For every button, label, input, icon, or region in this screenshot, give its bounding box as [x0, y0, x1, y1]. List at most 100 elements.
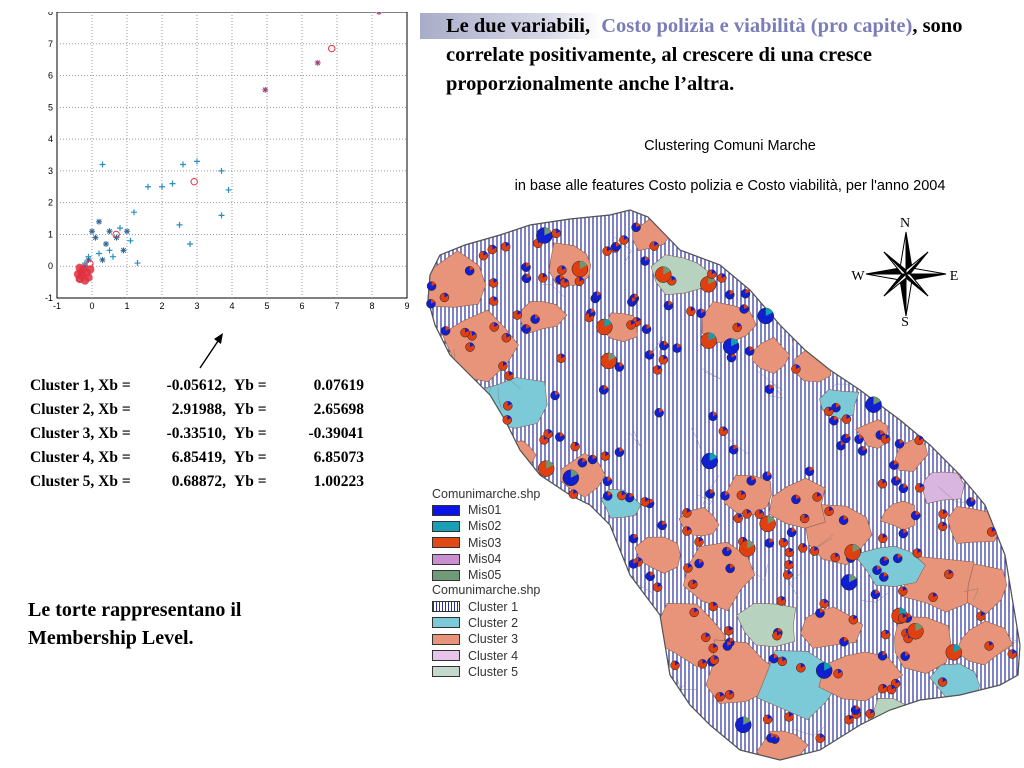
membership-pie: [717, 273, 727, 283]
membership-pie: [682, 526, 692, 536]
membership-pie: [938, 509, 948, 519]
data-point: [76, 274, 84, 283]
data-point: [190, 177, 198, 186]
membership-pie: [502, 415, 513, 425]
legend-swatch: [432, 633, 460, 645]
tick-labels: -1 0 1 2 3 4 5 6 7 8 9 -1 0 1 2 3 4 5 6 7 8: [45, 12, 410, 311]
membership-pie: [700, 332, 717, 349]
legend-label: Cluster 1: [468, 599, 519, 614]
municipal-border: [767, 384, 783, 399]
cluster-xb: -0.05612,: [166, 377, 226, 394]
membership-pie: [815, 662, 833, 679]
cluster-area: [929, 663, 980, 707]
membership-pie: [865, 708, 876, 719]
membership-pie: [746, 476, 756, 486]
cluster-yb: 6.85073: [313, 449, 364, 466]
municipal-border: [651, 336, 663, 357]
membership-pie: [657, 520, 667, 531]
membership-pie: [512, 310, 523, 320]
membership-pie: [894, 439, 905, 449]
y-tick-label: 4: [48, 134, 53, 144]
membership-pie: [742, 509, 752, 519]
membership-pie: [784, 547, 795, 558]
legend-swatch: [432, 569, 460, 581]
cluster-xb: 0.68872,: [171, 473, 226, 490]
legend-item: Mis05: [432, 567, 540, 583]
cluster-area: [853, 545, 926, 587]
cluster-centroids: Cluster 1, Xb = -0.05612, Yb = 0.07619 Clust…: [30, 374, 364, 494]
x-tick-label: 6: [299, 301, 304, 311]
membership-pie: [658, 354, 669, 365]
municipal-border: [794, 725, 827, 736]
membership-pie: [815, 733, 825, 743]
membership-pie: [602, 476, 613, 487]
y-tick-label: 8: [48, 12, 53, 17]
data-point: [110, 253, 116, 260]
membership-pie: [715, 692, 725, 702]
membership-pie: [697, 659, 708, 669]
membership-pie: [460, 327, 470, 338]
municipal-border: [690, 427, 702, 452]
legend-label: Mis04: [468, 552, 502, 567]
membership-pie: [559, 278, 570, 288]
membership-pie: [670, 660, 680, 671]
membership-pie: [910, 510, 921, 521]
membership-pie: [799, 513, 810, 524]
membership-pie: [912, 548, 923, 558]
compass-w: W: [851, 269, 865, 284]
data-point: [99, 161, 106, 168]
arrow-icon: [199, 333, 223, 369]
municipal-border: [999, 636, 1018, 653]
membership-pie: [886, 684, 897, 695]
membership-pie: [464, 266, 475, 276]
membership-pie: [574, 276, 585, 287]
membership-pie: [900, 651, 910, 661]
municipal-border: [725, 436, 750, 456]
cluster-area: [751, 336, 791, 374]
legend-label: Mis01: [468, 503, 502, 518]
membership-pie: [898, 586, 908, 596]
municipal-border: [881, 361, 899, 379]
data-point: [187, 240, 193, 247]
data-point: [328, 44, 336, 53]
headline-rest: , sono correlate positivamente, al cresc…: [446, 15, 963, 95]
data-point: [86, 259, 94, 268]
legend-item: Mis03: [432, 535, 540, 551]
municipal-border: [550, 505, 561, 522]
municipal-border: [692, 732, 712, 760]
municipal-border: [563, 589, 584, 610]
municipal-border: [1003, 218, 1017, 252]
cluster-xb: 6.85419,: [171, 449, 226, 466]
membership-pie: [652, 365, 663, 375]
x-tick-label: 8: [369, 301, 374, 311]
membership-pie: [815, 608, 825, 618]
membership-pie: [614, 447, 625, 457]
membership-pie: [551, 228, 561, 239]
legend-label: Cluster 2: [468, 615, 519, 630]
municipal-border: [989, 266, 1005, 305]
membership-pie: [739, 304, 749, 314]
membership-pie: [619, 235, 629, 245]
membership-pie: [878, 533, 888, 544]
membership-pie: [640, 256, 650, 266]
data-point: [73, 269, 83, 279]
municipal-border: [702, 475, 720, 506]
data-point: [86, 265, 95, 274]
municipal-border: [428, 307, 432, 328]
data-point: [169, 180, 176, 187]
membership-pie: [839, 637, 849, 647]
municipal-border: [989, 362, 1014, 382]
y-tick-label: 2: [48, 198, 53, 208]
membership-pie: [700, 276, 717, 293]
data-point: [99, 256, 106, 263]
legend-header-mis: Comunimarche.shp: [432, 487, 541, 501]
cluster-name: Cluster 2, Xb =: [30, 401, 131, 418]
data-point: [75, 263, 84, 273]
membership-pie: [880, 629, 891, 640]
membership-pie: [829, 415, 839, 426]
municipal-border: [628, 431, 641, 447]
data-point: [176, 221, 183, 228]
grid: [57, 12, 407, 298]
municipal-border: [751, 564, 768, 582]
legend-item: Cluster 1: [432, 598, 540, 614]
